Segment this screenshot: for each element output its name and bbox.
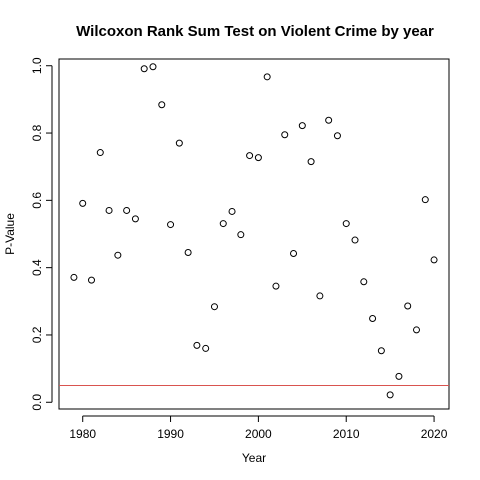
data-point bbox=[272, 282, 280, 290]
data-point bbox=[105, 206, 113, 214]
data-point bbox=[131, 215, 139, 223]
data-point bbox=[386, 391, 394, 399]
data-point bbox=[351, 236, 359, 244]
x-tick-label: 2000 bbox=[245, 427, 272, 441]
data-point bbox=[413, 326, 420, 334]
data-point bbox=[369, 314, 377, 322]
y-tick-label: 0.0 bbox=[30, 394, 44, 411]
chart-title: Wilcoxon Rank Sum Test on Violent Crime … bbox=[76, 23, 434, 40]
data-point bbox=[421, 196, 429, 204]
data-point bbox=[237, 231, 245, 239]
x-tick-label: 1990 bbox=[157, 427, 184, 441]
y-tick-label: 1.0 bbox=[30, 57, 44, 74]
data-point bbox=[140, 65, 148, 73]
y-axis: 0.0 0.2 0.4 0.6 0.8 1.0 bbox=[30, 57, 53, 411]
x-tick-label: 2020 bbox=[421, 427, 448, 441]
data-point bbox=[175, 139, 183, 147]
data-point bbox=[404, 302, 412, 310]
data-point bbox=[70, 273, 78, 281]
data-point bbox=[88, 276, 95, 284]
data-point bbox=[228, 207, 236, 215]
data-point bbox=[342, 220, 350, 228]
y-tick-label: 0.2 bbox=[30, 326, 44, 343]
data-point bbox=[149, 63, 157, 71]
data-point bbox=[96, 149, 104, 157]
data-point bbox=[114, 251, 122, 259]
x-axis-label: Year bbox=[242, 451, 266, 465]
y-tick-label: 0.4 bbox=[30, 259, 44, 276]
data-point bbox=[430, 256, 438, 264]
x-tick-label: 1980 bbox=[69, 427, 96, 441]
x-tick-label: 2010 bbox=[333, 427, 360, 441]
y-axis-label: P-Value bbox=[3, 213, 17, 255]
data-point bbox=[395, 372, 403, 380]
data-point bbox=[167, 221, 175, 229]
data-point bbox=[307, 158, 315, 166]
data-point bbox=[158, 101, 166, 109]
data-point bbox=[360, 278, 368, 286]
x-axis: 1980 1990 2000 2010 2020 bbox=[69, 415, 448, 441]
data-point bbox=[219, 220, 227, 228]
plot-frame bbox=[58, 58, 450, 410]
data-point bbox=[333, 132, 341, 140]
data-point bbox=[298, 122, 306, 130]
data-point bbox=[193, 341, 201, 349]
data-point bbox=[123, 206, 131, 214]
data-point bbox=[79, 199, 87, 207]
data-point bbox=[184, 249, 192, 257]
y-tick-label: 0.8 bbox=[30, 124, 44, 141]
data-point bbox=[210, 303, 218, 311]
data-point bbox=[316, 292, 324, 300]
data-point bbox=[263, 73, 271, 81]
data-point bbox=[246, 152, 254, 160]
data-point bbox=[281, 131, 289, 139]
y-tick-label: 0.6 bbox=[30, 192, 44, 209]
data-point bbox=[377, 347, 385, 355]
data-point bbox=[290, 250, 298, 258]
data-point bbox=[325, 116, 333, 124]
points-layer bbox=[70, 63, 438, 399]
data-point bbox=[254, 154, 262, 162]
data-point bbox=[202, 344, 210, 352]
